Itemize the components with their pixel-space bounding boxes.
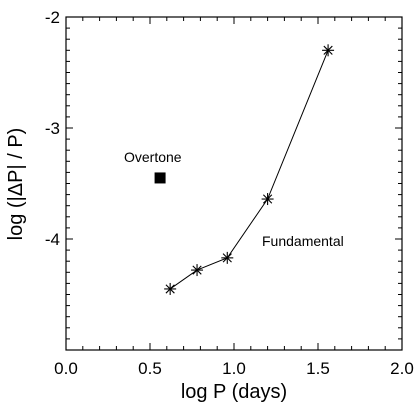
y-tick-label: -4 (45, 230, 60, 249)
x-tick-label: 2.0 (390, 359, 414, 378)
y-axis-title: log (|ΔP| / P) (5, 128, 27, 241)
data-series (154, 44, 335, 295)
x-tick-label: 0.5 (138, 359, 162, 378)
data-point-asterisk (261, 193, 274, 206)
y-tick-label: -2 (45, 8, 60, 27)
plot-frame (65, 16, 403, 351)
series-line (169, 50, 329, 290)
x-axis-ticks: 0.0 0.5 1.0 1.5 2.0 (54, 17, 414, 378)
data-point-asterisk (164, 282, 177, 295)
series-overtone (154, 172, 166, 184)
data-point-asterisk (191, 264, 204, 277)
annotation-overtone: Overtone (124, 149, 182, 165)
x-tick-label: 1.0 (222, 359, 246, 378)
data-point-asterisk (221, 251, 234, 264)
y-axis-ticks: -4 -3 -2 (45, 8, 402, 351)
x-axis-title: log P (days) (181, 381, 287, 403)
data-point-square (154, 172, 166, 184)
x-tick-label: 0.0 (54, 359, 78, 378)
y-tick-label: -3 (45, 119, 60, 138)
annotation-fundamental: Fundamental (262, 233, 344, 249)
data-point-asterisk (322, 44, 335, 57)
x-tick-label: 1.5 (306, 359, 330, 378)
series-fundamental (164, 44, 335, 295)
